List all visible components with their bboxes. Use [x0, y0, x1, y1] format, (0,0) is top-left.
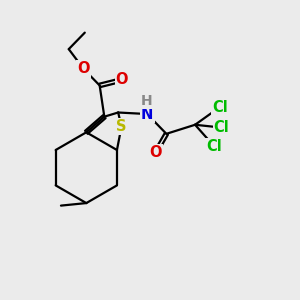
- Text: O: O: [149, 145, 162, 160]
- Text: O: O: [77, 61, 90, 76]
- Text: Cl: Cl: [207, 139, 222, 154]
- Text: S: S: [116, 119, 127, 134]
- Text: H: H: [141, 94, 152, 108]
- Text: Cl: Cl: [214, 120, 230, 135]
- Text: O: O: [116, 72, 128, 87]
- Text: Cl: Cl: [212, 100, 228, 115]
- Text: N: N: [141, 106, 153, 122]
